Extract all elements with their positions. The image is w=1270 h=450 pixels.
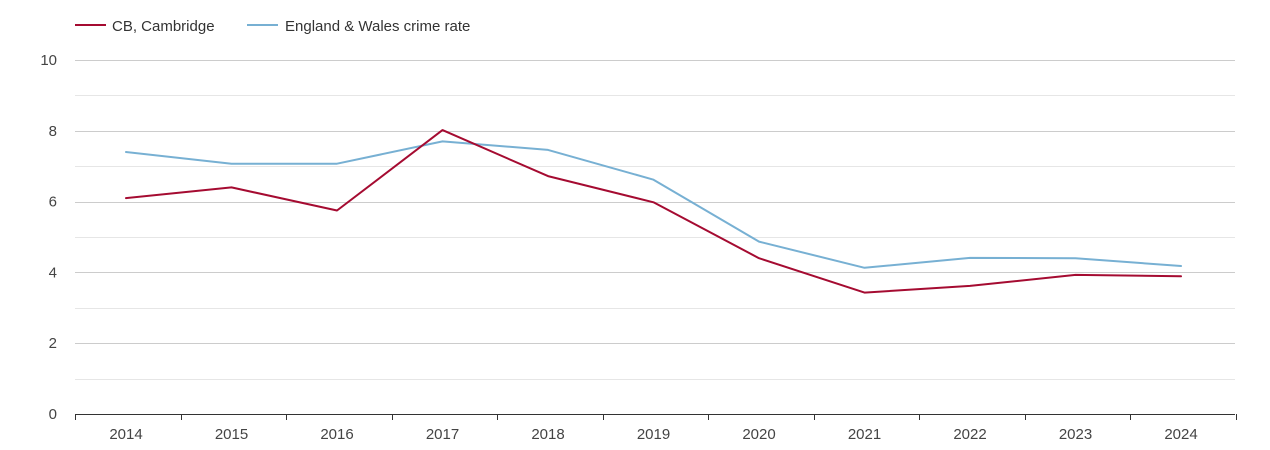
data-point-1-5[interactable] <box>653 179 655 181</box>
data-point-0-4[interactable] <box>547 175 549 177</box>
y-axis: 0 2 4 6 8 10 <box>40 52 57 423</box>
legend: CB, Cambridge England & Wales crime rate <box>75 18 470 35</box>
data-point-1-9[interactable] <box>1075 257 1077 259</box>
data-point-1-3[interactable] <box>442 140 444 142</box>
data-point-0-7[interactable] <box>864 292 866 294</box>
data-point-0-10[interactable] <box>1180 275 1182 277</box>
x-tick-label: 2019 <box>637 426 670 443</box>
data-point-1-0[interactable] <box>125 151 127 153</box>
x-tick-label: 2018 <box>531 426 564 443</box>
x-tick-label: 2017 <box>426 426 459 443</box>
data-point-1-10[interactable] <box>1180 265 1182 267</box>
legend-item-1[interactable]: England & Wales crime rate <box>247 18 470 35</box>
x-tick-label: 2021 <box>848 426 881 443</box>
x-tick-label: 2020 <box>742 426 775 443</box>
legend-item-0[interactable]: CB, Cambridge <box>75 18 215 35</box>
y-tick-label: 10 <box>40 52 57 69</box>
data-point-1-6[interactable] <box>758 241 760 243</box>
series-line-1 <box>125 140 1182 269</box>
x-tick-label: 2015 <box>215 426 248 443</box>
legend-label-0: CB, Cambridge <box>112 18 215 35</box>
x-tick-label: 2022 <box>953 426 986 443</box>
data-point-0-1[interactable] <box>231 186 233 188</box>
y-tick-label: 0 <box>49 406 57 423</box>
x-axis: 2014 2015 2016 2017 2018 2019 2020 2021 2022 2023… <box>75 414 1237 443</box>
data-point-1-4[interactable] <box>547 149 549 151</box>
data-point-1-8[interactable] <box>969 257 971 259</box>
series-lines <box>125 129 1182 294</box>
y-tick-label: 6 <box>49 194 57 211</box>
data-point-0-9[interactable] <box>1075 274 1077 276</box>
x-tick-label: 2024 <box>1164 426 1197 443</box>
x-tick-label: 2023 <box>1059 426 1092 443</box>
data-point-0-3[interactable] <box>442 129 444 131</box>
y-tick-label: 4 <box>49 264 57 281</box>
grid-lines <box>75 60 1235 380</box>
data-point-1-1[interactable] <box>231 163 233 165</box>
y-tick-label: 8 <box>49 123 57 140</box>
y-tick-label: 2 <box>49 335 57 352</box>
data-point-0-8[interactable] <box>969 285 971 287</box>
x-tick-label: 2014 <box>109 426 142 443</box>
data-point-1-2[interactable] <box>336 163 338 165</box>
data-point-0-2[interactable] <box>336 209 338 211</box>
x-tick-label: 2016 <box>320 426 353 443</box>
series-line-0 <box>125 129 1182 294</box>
data-point-0-5[interactable] <box>653 201 655 203</box>
data-point-0-6[interactable] <box>758 257 760 259</box>
legend-label-1: England & Wales crime rate <box>285 18 470 35</box>
data-point-0-0[interactable] <box>125 197 127 199</box>
data-point-1-7[interactable] <box>864 267 866 269</box>
